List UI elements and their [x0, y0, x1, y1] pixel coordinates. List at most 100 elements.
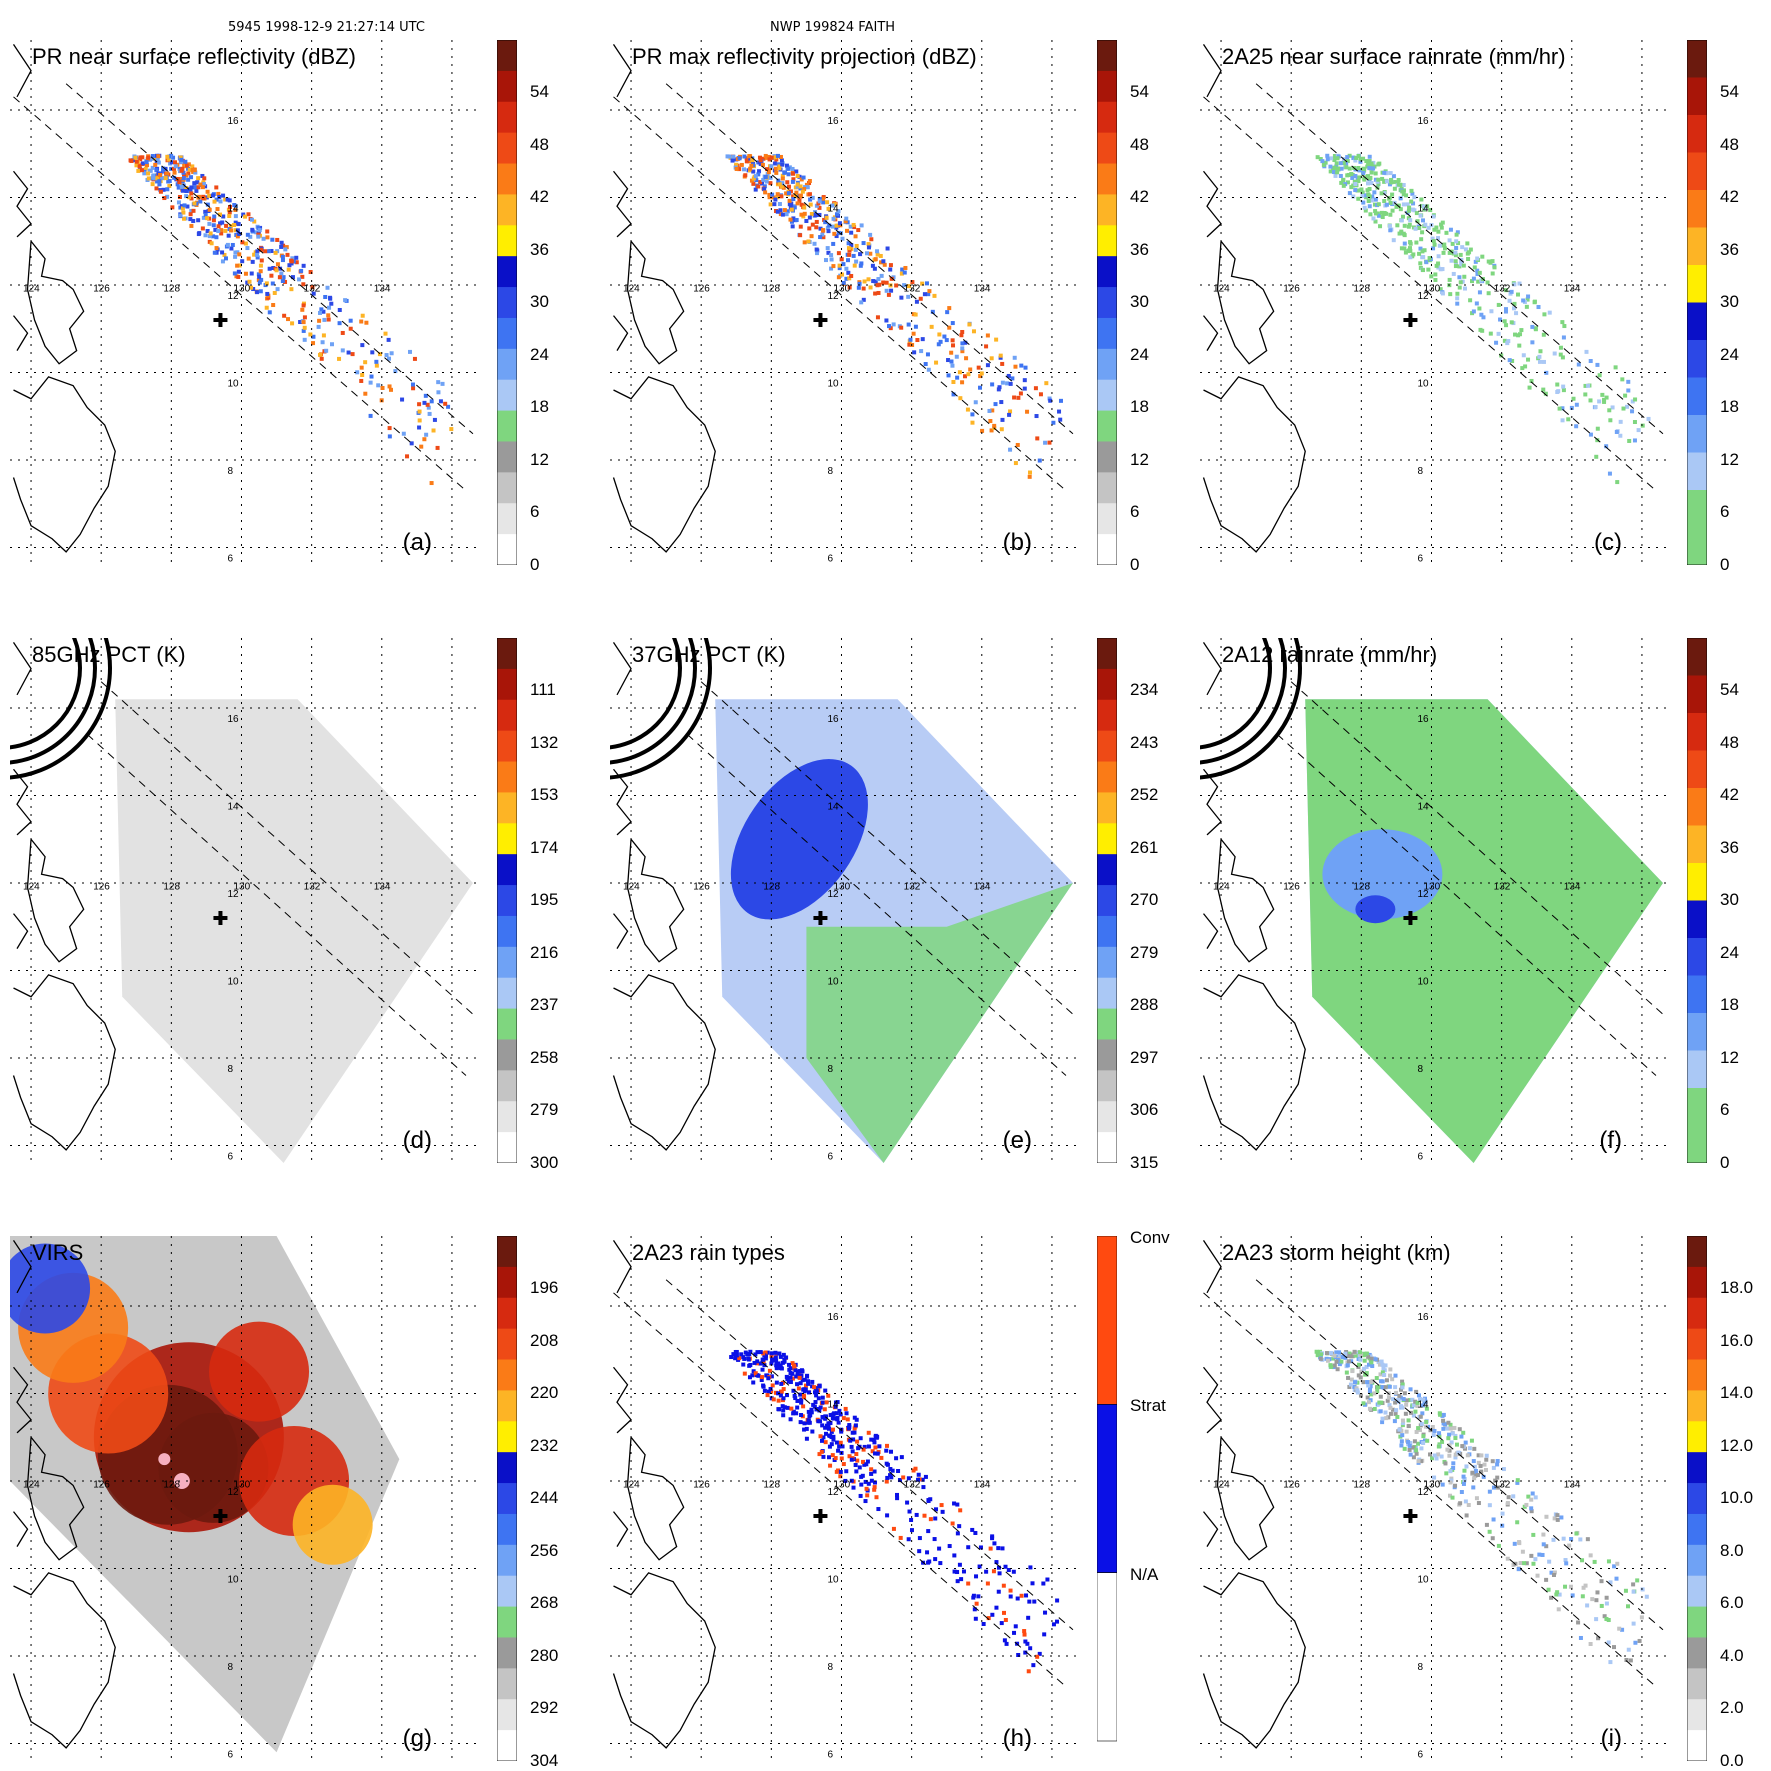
colorbar-tick-label: 54	[1130, 82, 1149, 101]
colorbar-tick-label: 6	[1720, 502, 1730, 522]
colorbar-segment	[1097, 317, 1117, 350]
colorbar-segment	[497, 946, 517, 979]
colorbar-segment	[1097, 441, 1117, 473]
panel-title: 2A23 storm height (km)	[1222, 1240, 1451, 1265]
range-ring	[10, 638, 82, 750]
colorbar-segment	[497, 730, 517, 763]
colorbar-segment	[1097, 792, 1117, 824]
colorbar-segment	[1687, 1236, 1707, 1268]
colorbar-tick-label: 24	[1720, 942, 1739, 962]
colorbar-tick-label: 36	[1720, 837, 1739, 857]
colorbar-segment	[1687, 1544, 1707, 1577]
range-ring	[610, 638, 682, 750]
map-svg: 124 126 128 130 132 134 16 14 12 10 8 6	[1200, 638, 1670, 1163]
lat-tick-label: 10	[227, 1575, 239, 1586]
lon-tick-label: 126	[1283, 882, 1300, 893]
header-center: NWP 199824 FAITH	[770, 20, 896, 35]
lon-tick-label: 134	[974, 882, 991, 893]
lat-tick-label: 12	[1417, 291, 1429, 302]
panel-label: (h)	[1002, 1725, 1032, 1752]
colorbar-segment	[497, 823, 517, 855]
coastline	[626, 838, 685, 963]
lon-tick-label: 128	[163, 284, 180, 295]
colorbar-segment	[497, 699, 517, 732]
storm-center-marker	[1403, 1509, 1418, 1523]
colorbar-tick-label: 252	[1130, 785, 1159, 805]
colorbar-segment	[1097, 1070, 1117, 1102]
colorbar-tick-label: 42	[1720, 785, 1739, 805]
colorbar	[1686, 1235, 1708, 1762]
colorbar-segment	[497, 256, 517, 288]
colorbar	[496, 39, 518, 566]
colorbar-segment	[1687, 750, 1707, 789]
lat-tick-label: 6	[227, 554, 233, 565]
coastline	[1202, 642, 1222, 696]
colorbar	[496, 637, 518, 1164]
lat-tick-label: 8	[1417, 1662, 1423, 1673]
colorbar-svg	[1686, 1235, 1708, 1762]
coastline	[13, 315, 29, 351]
colorbar-tick-label: 30	[1720, 890, 1739, 910]
coastline	[1203, 768, 1222, 836]
storm-center-marker	[813, 1509, 828, 1523]
coastline	[1216, 838, 1275, 963]
lon-tick-label: 130	[833, 1480, 850, 1491]
panel-label: (a)	[402, 529, 432, 556]
lat-tick-label: 8	[827, 466, 833, 477]
lat-tick-label: 14	[227, 802, 239, 813]
storm-center-marker	[813, 911, 828, 925]
lon-tick-label: 126	[693, 882, 710, 893]
range-ring	[10, 638, 97, 765]
colorbar	[1096, 637, 1118, 1164]
colorbar-segment	[1097, 668, 1117, 701]
colorbar-tick-label: 24	[1130, 344, 1149, 364]
range-ring	[610, 638, 697, 765]
colorbar-segment	[1097, 638, 1117, 670]
coastline	[613, 768, 632, 836]
range-ring	[610, 638, 712, 780]
coastline	[1203, 913, 1219, 949]
colorbar-segment	[1687, 1513, 1707, 1546]
colorbar-segment	[497, 915, 517, 948]
lon-tick-label: 130	[233, 1480, 250, 1491]
lat-tick-label: 6	[1417, 1750, 1423, 1761]
lat-tick-label: 6	[827, 1152, 833, 1163]
panel-title: 37GHz PCT (K)	[632, 642, 786, 667]
lat-tick-label: 8	[827, 1662, 833, 1673]
panel-g: 124 126 128 130 12 10 8 6 VIRS (g) 196 208 220 232 244…	[0, 1235, 558, 1770]
map-plot: 124 126 128 130 132 134 16 14 12 10 8 6	[610, 40, 1080, 565]
colorbar-segment	[497, 225, 517, 257]
colorbar	[1686, 39, 1708, 566]
panel-label: (f)	[1599, 1127, 1622, 1154]
colorbar-segment	[1687, 675, 1707, 714]
lat-tick-label: 6	[827, 1750, 833, 1761]
map-svg: 124 126 128 130 132 134 16 14 12 10 8 6	[1200, 1236, 1670, 1761]
colorbar-tick-label: 18	[530, 397, 549, 417]
colorbar-segment	[1687, 1637, 1707, 1669]
colorbar-tick-label: 36	[530, 239, 549, 259]
coastline	[26, 240, 85, 365]
coastline	[1203, 315, 1219, 351]
coastline	[626, 240, 685, 365]
storm-center-marker	[813, 313, 828, 327]
lon-tick-label: 126	[693, 1480, 710, 1491]
colorbar-segment	[1687, 1266, 1707, 1299]
storm-center-marker	[213, 1509, 228, 1523]
lat-tick-label: 12	[227, 1487, 239, 1498]
storm-center-marker	[213, 911, 228, 925]
colorbar-segment	[497, 668, 517, 701]
colorbar-tick-label: 36	[1720, 239, 1739, 259]
coastline	[613, 1511, 629, 1547]
range-ring	[1200, 638, 1287, 765]
colorbar-segment	[497, 70, 517, 103]
colorbar-segment	[497, 194, 517, 226]
colorbar-segment	[497, 854, 517, 886]
colorbar-segment	[1097, 534, 1117, 566]
colorbar-segment	[1687, 825, 1707, 864]
colorbar-segment	[1687, 227, 1707, 266]
colorbar-segment	[1097, 410, 1117, 442]
colorbar-tick-label: 6	[1130, 502, 1140, 522]
data-pixels	[1314, 1349, 1649, 1665]
colorbar-tick-label: 42	[530, 187, 549, 207]
